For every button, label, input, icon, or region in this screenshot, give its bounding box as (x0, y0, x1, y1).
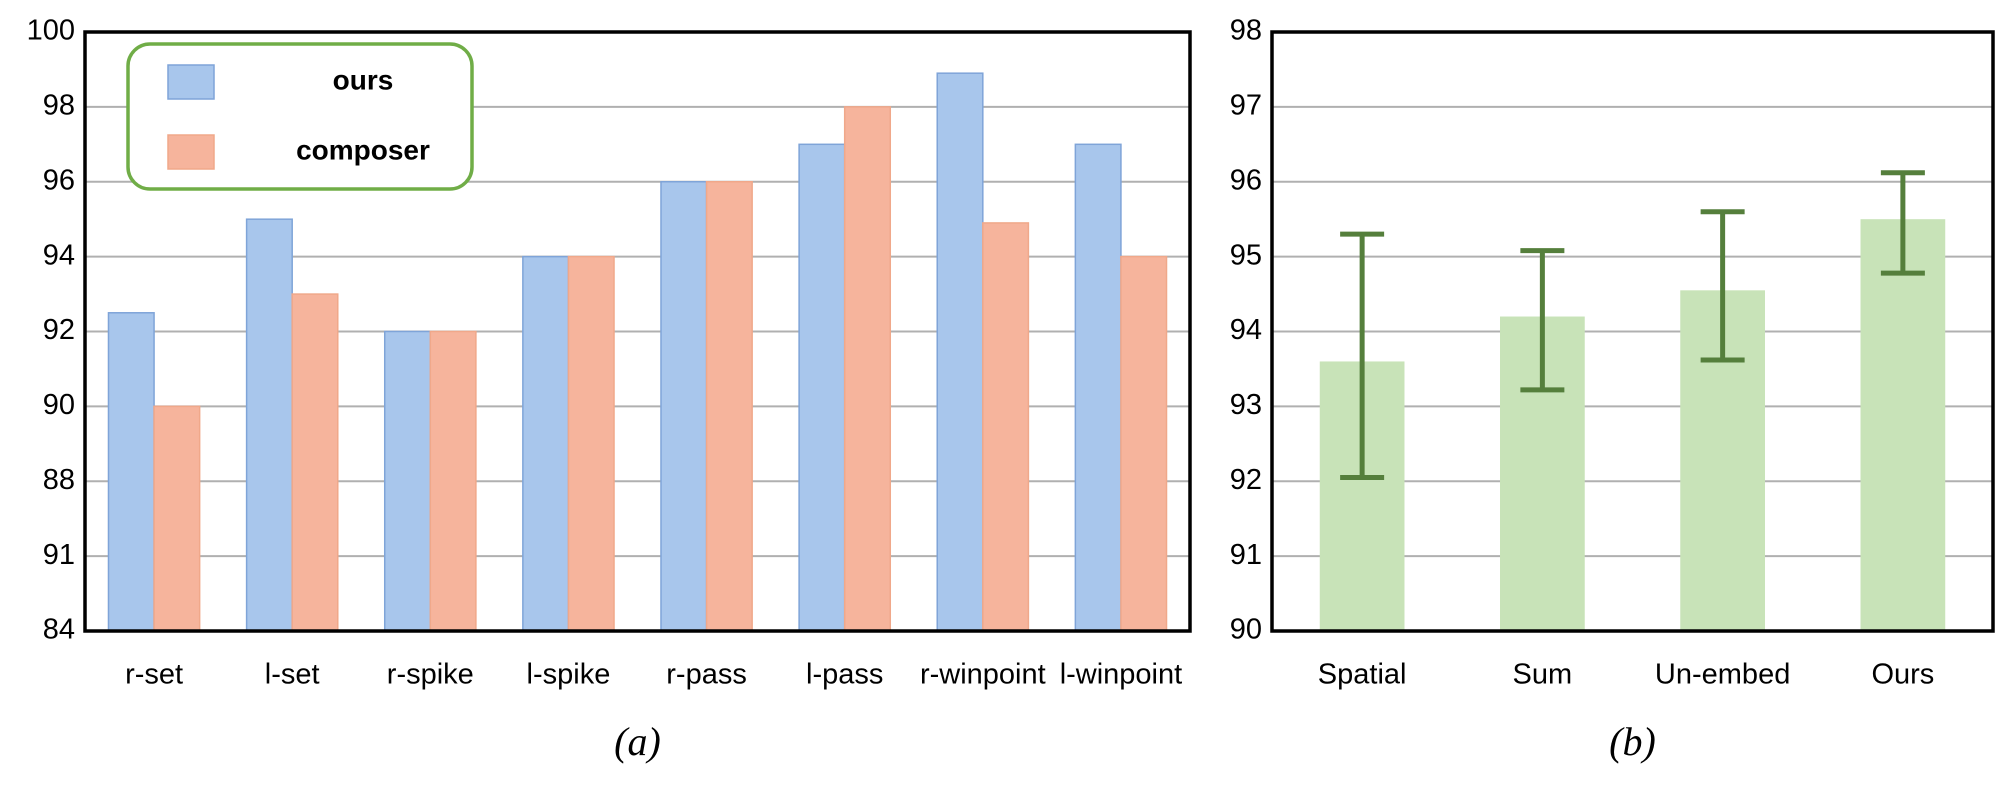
bar (1860, 219, 1946, 631)
y-tick-label: 96 (43, 164, 75, 196)
x-tick-label: Un-embed (1655, 659, 1790, 691)
bar (383, 330, 432, 632)
bar (522, 255, 570, 632)
y-tick-label: 97 (1230, 90, 1262, 122)
y-tick-label: 90 (43, 389, 75, 421)
x-tick-label: Spatial (1318, 659, 1407, 691)
bar (936, 72, 984, 632)
y-tick-label: 84 (43, 614, 75, 646)
x-tick-label: l-set (265, 659, 320, 691)
y-tick-label: 94 (43, 239, 75, 271)
y-tick-label: 90 (1230, 614, 1262, 646)
bar (1074, 143, 1122, 632)
y-tick-label: 92 (43, 314, 75, 346)
bar (798, 143, 846, 632)
caption: (b) (1609, 719, 1656, 764)
x-tick-label: l-spike (527, 659, 611, 691)
y-tick-label: 91 (43, 539, 75, 571)
legend-swatch (167, 134, 215, 170)
y-tick-label: 93 (1230, 389, 1262, 421)
y-tick-label: 100 (27, 15, 75, 47)
x-tick-label: Sum (1513, 659, 1573, 691)
x-tick-label: r-pass (666, 659, 747, 691)
legend-label: ours (333, 64, 394, 95)
bar (843, 106, 892, 632)
x-tick-label: r-winpoint (920, 659, 1046, 691)
bar (107, 312, 155, 632)
x-tick-label: Ours (1871, 659, 1934, 691)
y-tick-label: 88 (43, 464, 75, 496)
legend-swatch (167, 64, 215, 100)
legend-label: composer (296, 134, 430, 165)
y-tick-label: 91 (1230, 539, 1262, 571)
y-tick-label: 94 (1230, 314, 1262, 346)
x-tick-label: r-set (125, 659, 183, 691)
x-tick-label: l-pass (806, 659, 883, 691)
x-tick-label: l-winpoint (1060, 659, 1183, 691)
bar (660, 181, 708, 632)
bar (245, 218, 293, 632)
y-tick-label: 98 (43, 90, 75, 122)
bar (291, 293, 339, 632)
bar (1120, 255, 1168, 632)
bar (567, 255, 615, 632)
plot-frame (83, 30, 1192, 633)
bar (982, 222, 1030, 632)
bar (153, 405, 201, 632)
bar (705, 181, 753, 632)
y-tick-label: 92 (1230, 464, 1262, 496)
y-tick-label: 95 (1230, 239, 1262, 271)
x-tick-label: r-spike (387, 659, 474, 691)
bar (429, 330, 477, 632)
plot-frame (1270, 30, 1995, 633)
caption: (a) (614, 719, 661, 764)
y-tick-label: 96 (1230, 164, 1262, 196)
y-tick-label: 98 (1230, 15, 1262, 47)
